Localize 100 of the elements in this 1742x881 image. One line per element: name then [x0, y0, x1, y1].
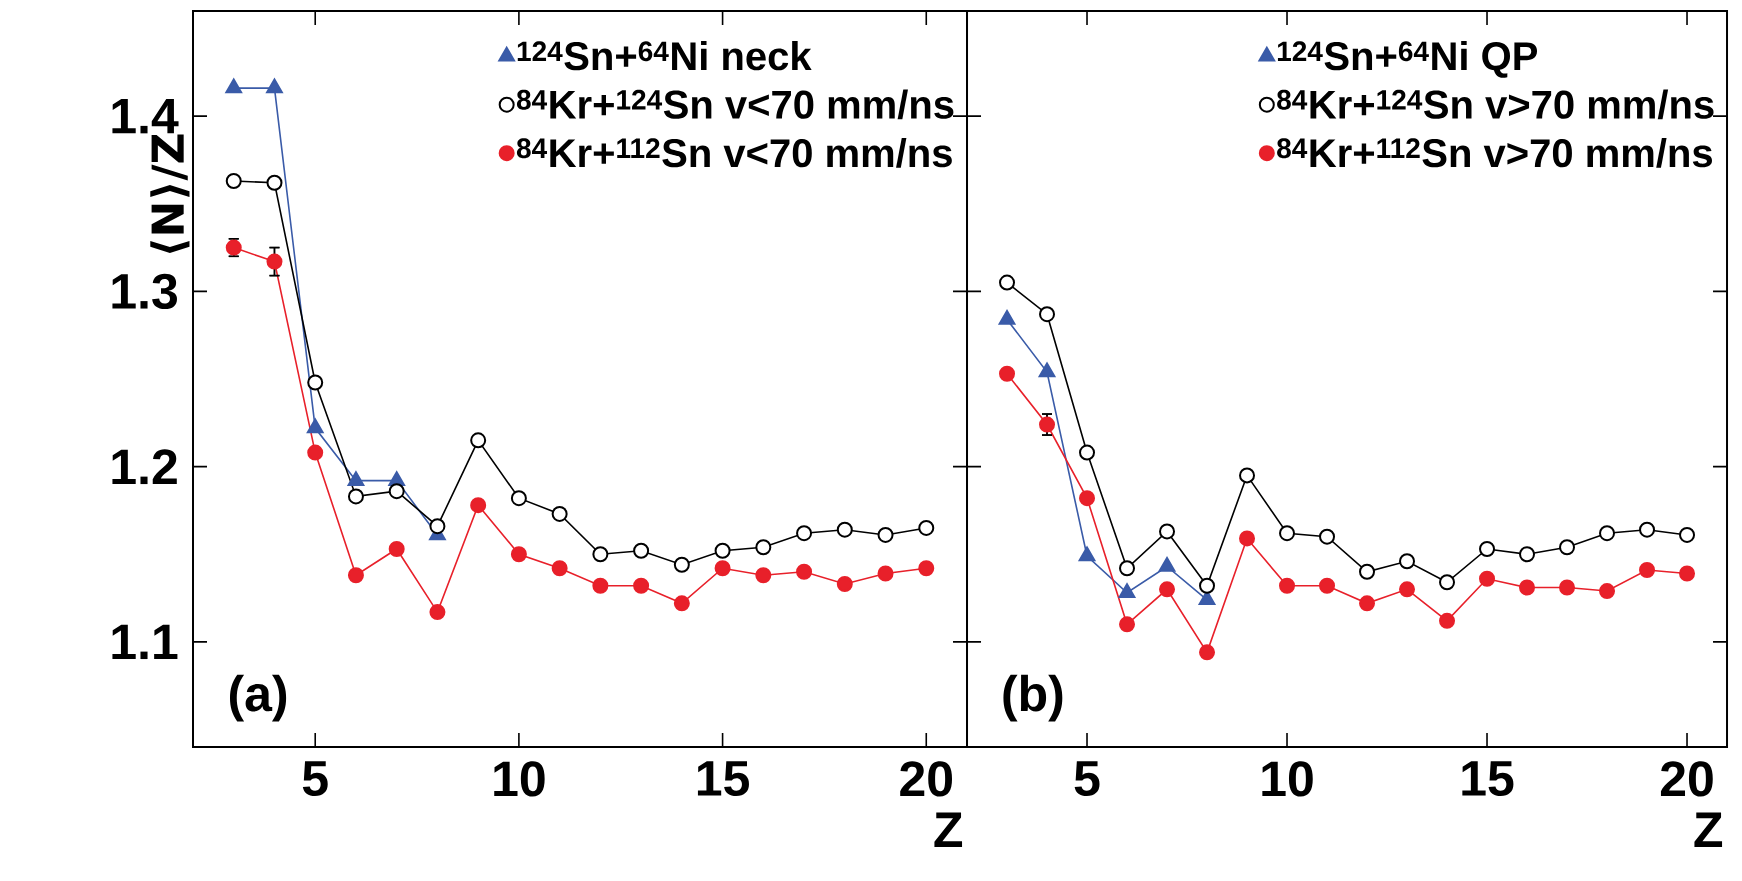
y-tick-label: 1.2	[112, 449, 177, 485]
point	[836, 521, 853, 538]
point	[1559, 579, 1576, 596]
legend-label: $^{84}$Kr+$^{124}$Sn v>70 mm/ns	[1277, 89, 1714, 120]
point	[266, 174, 283, 191]
point	[347, 471, 365, 486]
y-tick-label: 1.4	[112, 98, 179, 134]
point	[877, 526, 894, 543]
legend-label: $^{124}$Sn+$^{64}$Ni neck	[517, 40, 812, 71]
point	[673, 556, 690, 573]
point	[877, 565, 894, 582]
point	[1158, 557, 1176, 572]
point	[1479, 570, 1496, 587]
point	[1679, 565, 1696, 582]
x-tick-label: 10	[1262, 761, 1313, 797]
x-tick-label: 5	[302, 761, 328, 797]
x-tick-label: 20	[1660, 761, 1713, 797]
point	[510, 490, 527, 507]
point	[633, 542, 650, 559]
annotation: (b)	[1003, 674, 1063, 722]
point	[1439, 574, 1456, 591]
point	[1479, 540, 1496, 557]
point	[999, 274, 1016, 291]
x-tick-label: 15	[1462, 761, 1514, 797]
x-tick-label: 10	[494, 761, 545, 797]
point	[1359, 595, 1376, 612]
point	[1199, 644, 1216, 661]
point	[918, 519, 935, 536]
point	[388, 483, 405, 500]
y-tick-label: 1.3	[112, 273, 177, 310]
point	[551, 560, 568, 577]
point	[633, 577, 650, 594]
point	[1599, 583, 1616, 600]
point	[347, 567, 364, 584]
point	[347, 488, 364, 505]
point	[714, 560, 731, 577]
point	[755, 539, 772, 556]
point	[1038, 362, 1056, 378]
point	[836, 576, 853, 593]
point	[1239, 530, 1256, 547]
point	[1079, 444, 1096, 461]
x-tick-label: 15	[697, 761, 749, 797]
x-tick-label: 20	[900, 761, 953, 797]
y-axis-title: ⟨N⟩/Z	[150, 134, 190, 253]
point	[306, 418, 324, 434]
point	[1279, 525, 1296, 542]
point	[510, 546, 527, 563]
point	[592, 577, 609, 594]
point	[1559, 539, 1576, 556]
point	[1519, 579, 1536, 596]
point	[796, 525, 813, 542]
point	[1319, 528, 1336, 545]
point	[266, 78, 283, 94]
point	[1078, 546, 1096, 562]
point	[1359, 563, 1376, 580]
annotation: (a)	[229, 674, 287, 722]
point	[1679, 526, 1696, 543]
point	[796, 563, 813, 580]
point	[1118, 583, 1136, 599]
point	[388, 540, 405, 557]
point	[714, 542, 731, 559]
point	[1119, 616, 1136, 633]
point	[1519, 546, 1536, 563]
point	[1399, 553, 1416, 570]
x-tick-label: 5	[1074, 761, 1100, 797]
point	[307, 374, 324, 391]
point	[1279, 577, 1296, 594]
x-axis-title: Z	[934, 812, 963, 847]
point	[1119, 560, 1136, 577]
point	[1199, 577, 1216, 594]
legend-label: $^{84}$Kr+$^{124}$Sn v<70 mm/ns	[516, 89, 954, 120]
x-axis-title: Z	[1694, 812, 1723, 847]
point	[1639, 562, 1656, 579]
point	[470, 432, 487, 449]
point	[429, 604, 446, 621]
point	[225, 78, 243, 94]
y-tick-label: 1.1	[112, 624, 178, 660]
point	[918, 560, 935, 577]
point	[1599, 525, 1616, 542]
point	[266, 253, 283, 270]
point	[1159, 523, 1176, 540]
point	[1639, 521, 1656, 538]
legend-label: $^{124}$Sn+$^{64}$Ni QP	[1277, 40, 1538, 78]
point	[225, 172, 242, 189]
point	[1239, 467, 1256, 484]
point	[1439, 612, 1456, 629]
point	[1079, 490, 1096, 507]
point	[673, 595, 690, 612]
point	[1039, 306, 1056, 323]
legend-label: $^{84}$Kr+$^{112}$Sn v>70 mm/ns	[1277, 137, 1712, 168]
point	[1399, 581, 1416, 598]
point	[470, 497, 487, 514]
point	[755, 567, 772, 584]
point	[551, 505, 568, 522]
legend-label: $^{84}$Kr+$^{112}$Sn v<70 mm/ns	[516, 137, 952, 168]
point	[592, 546, 609, 563]
point	[1319, 577, 1336, 594]
point	[999, 365, 1016, 382]
point	[1159, 581, 1176, 598]
point	[307, 444, 324, 461]
